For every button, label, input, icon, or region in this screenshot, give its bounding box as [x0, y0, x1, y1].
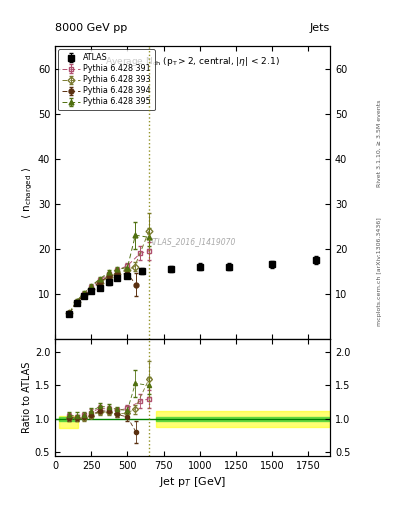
Text: 8000 GeV pp: 8000 GeV pp [55, 23, 127, 33]
Y-axis label: Ratio to ATLAS: Ratio to ATLAS [22, 361, 32, 433]
Bar [156, 417, 330, 421]
Text: Rivet 3.1.10, ≥ 3.5M events: Rivet 3.1.10, ≥ 3.5M events [377, 100, 382, 187]
Text: Average N$_{\rm ch}$ (p$_{\rm T}$$>$2, central, $|\eta|$ < 2.1): Average N$_{\rm ch}$ (p$_{\rm T}$$>$2, c… [105, 55, 280, 68]
X-axis label: Jet p$_T$ [GeV]: Jet p$_T$ [GeV] [159, 475, 226, 489]
Text: mcplots.cern.ch [arXiv:1306.3436]: mcplots.cern.ch [arXiv:1306.3436] [377, 217, 382, 326]
Legend: ATLAS, Pythia 6.428 391, Pythia 6.428 393, Pythia 6.428 394, Pythia 6.428 395: ATLAS, Pythia 6.428 391, Pythia 6.428 39… [58, 49, 155, 111]
Bar [59, 417, 78, 421]
Bar [59, 416, 78, 428]
Text: ATLAS_2016_I1419070: ATLAS_2016_I1419070 [149, 238, 236, 247]
Text: Jets: Jets [310, 23, 330, 33]
Bar [156, 411, 330, 427]
Y-axis label: $\langle$ n$_{\rm charged}$ $\rangle$: $\langle$ n$_{\rm charged}$ $\rangle$ [20, 166, 35, 219]
